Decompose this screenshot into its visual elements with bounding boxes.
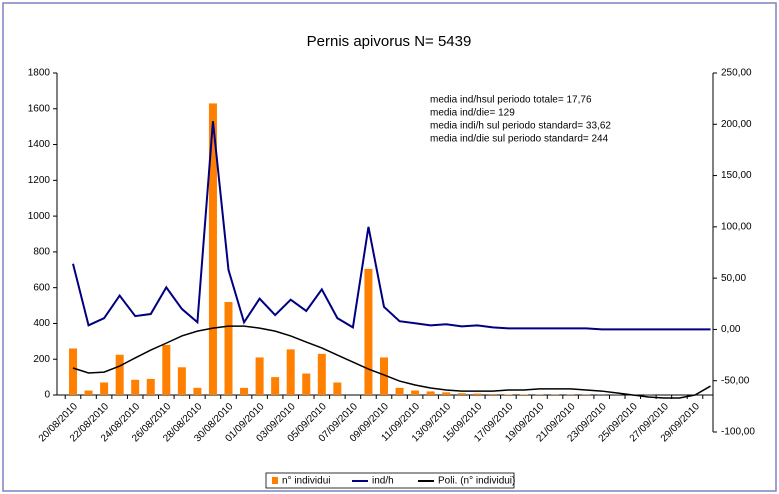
- y2-tick-label: 50,00: [721, 273, 746, 284]
- legend-swatch: [272, 477, 278, 484]
- bar: [504, 394, 513, 395]
- bar: [100, 382, 109, 395]
- bar: [271, 377, 280, 395]
- y-tick-label: 1000: [28, 211, 51, 222]
- y2-tick-label: 150,00: [721, 170, 752, 181]
- y-tick-label: 800: [33, 247, 50, 258]
- y-tick-label: 1400: [28, 139, 51, 150]
- bar: [411, 390, 420, 395]
- bar: [426, 391, 435, 395]
- bar: [255, 357, 264, 395]
- y-tick-label: 1800: [28, 68, 51, 79]
- chart-title: Pernis apivorus N= 5439: [307, 33, 472, 50]
- bar: [473, 393, 482, 395]
- bar: [115, 354, 124, 395]
- bar: [442, 392, 451, 395]
- y-tick-label: 1200: [28, 175, 51, 186]
- legend-label: n° individui: [282, 476, 330, 487]
- bar: [519, 394, 528, 395]
- bar: [146, 378, 155, 395]
- legend-box: [265, 472, 515, 489]
- annotation: media indi/h sul periodo standard= 33,62: [430, 121, 611, 132]
- bar: [224, 301, 233, 395]
- bar: [395, 387, 404, 395]
- bar: [177, 367, 186, 395]
- bar: [302, 373, 311, 395]
- y2-tick-label: 0,00: [721, 324, 741, 335]
- bar: [457, 393, 466, 395]
- annotation: media ind/die= 129: [430, 108, 515, 119]
- y2-tick-label: 200,00: [721, 119, 752, 130]
- y2-tick-label: -100,00: [721, 427, 755, 438]
- bar: [333, 382, 342, 395]
- y-tick-label: 600: [33, 282, 50, 293]
- annotation: media ind/hsul periodo totale= 17,76: [430, 95, 592, 106]
- bar: [488, 394, 497, 395]
- bar: [380, 357, 388, 395]
- y2-tick-label: 250,00: [721, 68, 752, 79]
- y2-tick-label: -50,00: [721, 375, 750, 386]
- bar: [317, 353, 326, 395]
- legend-label: ind/h: [372, 476, 394, 487]
- y-tick-label: 1600: [28, 103, 51, 114]
- bar: [208, 103, 217, 396]
- y2-tick-label: 100,00: [721, 221, 752, 232]
- y-tick-label: 200: [33, 354, 50, 365]
- legend-label: Poli. (n° individui): [438, 476, 515, 487]
- bar: [364, 268, 373, 395]
- bar: [84, 390, 93, 395]
- bar: [193, 387, 202, 395]
- bar: [240, 387, 249, 395]
- line: [72, 325, 711, 399]
- y-tick-label: 0: [44, 390, 50, 401]
- line: [72, 121, 711, 331]
- y-tick-label: 400: [33, 318, 50, 329]
- bar: [162, 344, 171, 395]
- bar: [286, 349, 295, 395]
- annotation: media ind/die sul periodo standard= 244: [430, 134, 609, 145]
- bar: [131, 379, 140, 395]
- bar: [69, 348, 77, 395]
